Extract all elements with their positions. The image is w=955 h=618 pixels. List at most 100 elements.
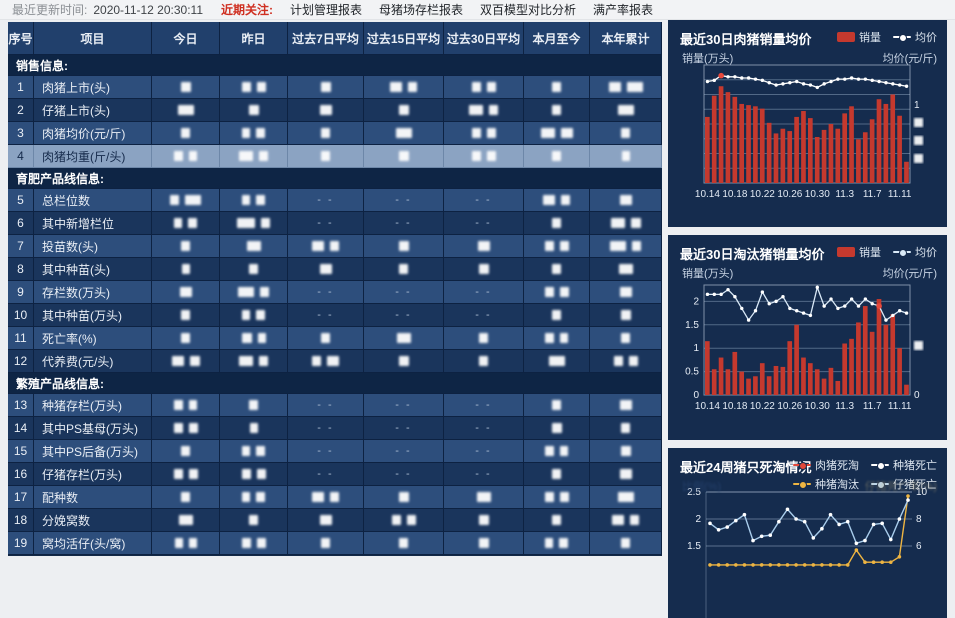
table-row[interactable]: 15 其中PS后备(万头) - - - - - - — [8, 440, 662, 463]
bar[interactable] — [753, 106, 758, 183]
table-row[interactable]: 3 肉猪均价(元/斤) — [8, 122, 662, 145]
highlight-point[interactable] — [718, 72, 724, 79]
line-point[interactable] — [725, 525, 730, 529]
line-point[interactable] — [837, 563, 841, 567]
line-point[interactable] — [781, 295, 785, 299]
line-point[interactable] — [753, 77, 758, 81]
line-point[interactable] — [822, 82, 826, 86]
bar[interactable] — [801, 357, 806, 395]
line-point[interactable] — [897, 555, 902, 559]
line-point[interactable] — [871, 560, 876, 564]
line-point[interactable] — [777, 519, 781, 524]
bar[interactable] — [766, 122, 772, 183]
table-row[interactable]: 16 仔猪存栏(万头) - - - - - - — [8, 463, 662, 486]
line-point[interactable] — [740, 306, 744, 311]
table-row[interactable]: 2 仔猪上市(头) — [8, 99, 662, 122]
bar[interactable] — [821, 129, 827, 183]
bar[interactable] — [705, 116, 710, 183]
table-row[interactable]: 11 死亡率(%) — [8, 327, 662, 350]
bar[interactable] — [904, 161, 909, 183]
line-point[interactable] — [849, 76, 854, 80]
line-point[interactable] — [794, 563, 798, 567]
line-point[interactable] — [829, 79, 833, 84]
line-point[interactable] — [746, 76, 751, 80]
line-point[interactable] — [801, 82, 806, 86]
line-point[interactable] — [888, 537, 893, 542]
line-point[interactable] — [856, 304, 861, 308]
line-point[interactable] — [898, 309, 902, 313]
bar[interactable] — [869, 331, 875, 395]
line-point[interactable] — [774, 83, 778, 87]
line-point[interactable] — [870, 302, 874, 306]
bar[interactable] — [862, 132, 868, 183]
line-point[interactable] — [897, 517, 902, 521]
bar[interactable] — [821, 378, 827, 395]
line-point[interactable] — [815, 85, 819, 90]
bar[interactable] — [849, 106, 854, 183]
bar[interactable] — [814, 136, 820, 183]
bar[interactable] — [856, 139, 861, 183]
line-point[interactable] — [801, 311, 806, 315]
line-point[interactable] — [808, 83, 813, 87]
bar[interactable] — [739, 371, 744, 395]
line-point[interactable] — [898, 83, 902, 87]
bar[interactable] — [773, 133, 779, 183]
chart-plot[interactable]: 10.14 10.18 10.22 10.26 10.30 11.3 11.7 11.11 2 1… — [668, 235, 947, 440]
topbar-link[interactable]: 母猪场存栏报表 — [379, 3, 464, 17]
bar[interactable] — [794, 116, 799, 183]
line-point[interactable] — [726, 287, 730, 292]
line-point[interactable] — [871, 522, 876, 527]
bar[interactable] — [759, 363, 765, 395]
bar[interactable] — [869, 119, 875, 183]
table-row[interactable]: 18 分娩窝数 — [8, 509, 662, 532]
bar[interactable] — [739, 103, 744, 183]
line-point[interactable] — [863, 297, 868, 301]
line-point[interactable] — [870, 78, 874, 83]
line-point[interactable] — [808, 313, 813, 318]
bar[interactable] — [705, 341, 710, 395]
line-point[interactable] — [759, 534, 764, 539]
line-point[interactable] — [836, 77, 840, 81]
line-point[interactable] — [820, 563, 824, 567]
line-point[interactable] — [880, 560, 884, 564]
table-row[interactable]: 7 投苗数(头) — [8, 235, 662, 258]
line-point[interactable] — [708, 563, 712, 567]
legend-item[interactable]: 均价 — [893, 244, 937, 260]
line-point[interactable] — [753, 309, 758, 313]
line-point[interactable] — [836, 306, 840, 311]
bar[interactable] — [890, 314, 896, 395]
line-point[interactable] — [767, 302, 771, 306]
line-point[interactable] — [705, 79, 710, 84]
line-point[interactable] — [788, 306, 792, 311]
line-point[interactable] — [863, 560, 867, 564]
line-point[interactable] — [822, 304, 826, 308]
line-point[interactable] — [719, 292, 723, 297]
bar[interactable] — [711, 95, 717, 183]
line-point[interactable] — [777, 563, 781, 567]
line-point[interactable] — [794, 517, 798, 521]
line-point[interactable] — [828, 512, 833, 517]
bar[interactable] — [890, 94, 896, 184]
line-point[interactable] — [781, 82, 785, 86]
bar[interactable] — [849, 338, 854, 395]
line-point[interactable] — [815, 285, 819, 290]
line-point[interactable] — [904, 311, 909, 315]
table-row[interactable]: 5 总栏位数 - - - - - - — [8, 189, 662, 212]
bar[interactable] — [766, 376, 772, 395]
line-point[interactable] — [863, 77, 868, 81]
topbar-link[interactable]: 满产率报表 — [593, 3, 654, 17]
line-point[interactable] — [884, 81, 888, 85]
line-point[interactable] — [733, 75, 737, 79]
bar[interactable] — [897, 348, 902, 395]
line-point[interactable] — [856, 77, 861, 81]
line-point[interactable] — [705, 292, 710, 297]
line-point[interactable] — [843, 304, 847, 308]
bar[interactable] — [842, 343, 847, 395]
line-point[interactable] — [863, 538, 867, 543]
table-row[interactable]: 1 肉猪上市(头) — [8, 76, 662, 99]
line-point[interactable] — [906, 494, 910, 498]
table-row[interactable]: 12 代养费(元/头) — [8, 350, 662, 373]
legend-item[interactable]: 销量 — [837, 244, 881, 260]
line-point[interactable] — [751, 563, 755, 567]
bar[interactable] — [732, 96, 738, 183]
